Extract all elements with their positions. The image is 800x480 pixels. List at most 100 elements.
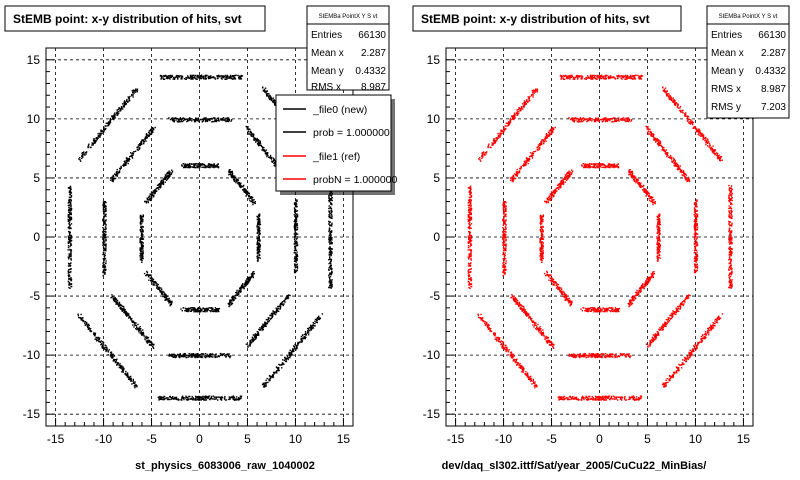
y-tick-label: 15 <box>27 53 41 67</box>
y-tick-label: 10 <box>427 112 441 126</box>
hit-ladder-layer1-side6 <box>143 270 173 307</box>
right-stats-value-rmsy: 7.203 <box>761 102 786 113</box>
hit-ladder-layer2-side1 <box>293 199 299 274</box>
right-stats-name: StEMBa PointX Y S vt <box>719 14 778 20</box>
hit-ladder-layer3-side3 <box>159 74 244 80</box>
hit-ladder-layer1-side7 <box>180 307 221 313</box>
x-tick-label: 10 <box>689 432 703 446</box>
hit-ladder-layer2-side6 <box>110 294 155 349</box>
hit-ladder-layer1-side5 <box>539 214 545 263</box>
hit-ladder-layer3-side1 <box>328 184 333 289</box>
right-stats-value-rmsx: 8.987 <box>761 84 786 95</box>
left-panel: StEMB point: x-y distribution of hits, s… <box>4 5 398 472</box>
y-tick-label: -15 <box>23 407 41 421</box>
hit-ladder-layer3-side5 <box>67 185 73 289</box>
hit-ladder-layer2-side6 <box>510 294 555 349</box>
hit-ladder-layer3-side5 <box>467 185 473 289</box>
left-stats-value-rmsx: 8.987 <box>361 82 386 93</box>
legend-label-new: _file0 (new) <box>312 104 367 116</box>
x-tick-label: -15 <box>47 432 65 446</box>
left-stats-box: StEMBa PointX Y S vt Entries 66130 Mean … <box>306 5 390 93</box>
right-data-points <box>467 74 733 401</box>
hit-ladder-layer3-side4 <box>478 88 539 162</box>
legend-box: _file0 (new) prob = 1.000000 _file1 (ref… <box>275 94 398 195</box>
hit-ladder-layer3-side7 <box>157 395 243 401</box>
right-stats-value-meanx: 2.287 <box>761 48 786 59</box>
legend-label-ref: _file1 (ref) <box>312 151 360 163</box>
hit-ladder-layer2-side1 <box>693 199 699 274</box>
hit-ladder-layer2-side2 <box>645 125 691 183</box>
hit-ladder-layer2-side7 <box>568 352 632 359</box>
hit-ladder-layer3-side6 <box>477 313 538 389</box>
right-axis-ticks: -15 -10 -5 0 5 10 15 -15 -10 -5 0 5 10 15 <box>423 47 754 446</box>
x-tick-label: -10 <box>95 432 113 446</box>
right-stats-label-rmsy: RMS y <box>711 102 741 113</box>
right-stats-label-meanx: Mean x <box>711 48 744 59</box>
y-tick-label: 0 <box>433 230 440 244</box>
x-tick-label: 0 <box>196 432 203 446</box>
hit-ladder-layer3-side4 <box>78 88 139 162</box>
x-tick-label: 0 <box>596 432 603 446</box>
left-stats-name: StEMBa PointX Y S vt <box>319 14 378 20</box>
left-stats-label-meanx: Mean x <box>311 48 344 59</box>
x-tick-label: -10 <box>495 432 513 446</box>
x-tick-label: -15 <box>447 432 465 446</box>
x-tick-label: 15 <box>737 432 751 446</box>
hit-ladder-layer1-side1 <box>656 213 662 262</box>
y-tick-label: -10 <box>23 348 41 362</box>
hit-ladder-layer1-side8 <box>627 271 656 308</box>
y-tick-label: 0 <box>33 230 40 244</box>
hit-ladder-layer3-side6 <box>77 313 138 389</box>
right-chart-title: StEMB point: x-y distribution of hits, s… <box>421 12 650 26</box>
left-axis-ticks: -15 -10 -5 0 5 10 15 -15 -10 -5 0 5 10 15 <box>23 47 354 446</box>
x-tick-label: 15 <box>337 432 351 446</box>
hit-ladder-layer1-side3 <box>581 163 620 169</box>
left-chart-title: StEMB point: x-y distribution of hits, s… <box>13 12 242 26</box>
left-stats-value-meanx: 2.287 <box>361 48 386 59</box>
hit-ladder-layer2-side5 <box>502 200 507 277</box>
hit-ladder-layer1-side4 <box>544 169 574 204</box>
hit-ladder-layer3-side8 <box>261 313 324 388</box>
hit-ladder-layer2-side5 <box>102 200 107 277</box>
left-stats-value-meany: 0.4332 <box>355 66 386 77</box>
x-tick-label: -5 <box>146 432 157 446</box>
hit-ladder-layer1-side6 <box>543 270 573 307</box>
y-tick-label: -5 <box>29 289 40 303</box>
right-stats-value-meany: 0.4332 <box>755 66 786 77</box>
hit-ladder-layer1-side8 <box>227 271 256 308</box>
y-tick-label: 10 <box>27 112 41 126</box>
hit-ladder-layer1-side1 <box>256 213 262 262</box>
right-panel: StEMB point: x-y distribution of hits, s… <box>412 5 790 472</box>
x-tick-label: 10 <box>289 432 303 446</box>
hit-ladder-layer2-side3 <box>568 117 633 123</box>
left-stats-value-entries: 66130 <box>358 30 386 41</box>
left-stats-label-entries: Entries <box>311 30 342 41</box>
hit-ladder-layer1-side4 <box>144 169 174 204</box>
hit-ladder-layer3-side2 <box>662 86 723 162</box>
hit-ladder-layer2-side8 <box>645 294 691 348</box>
left-footer-label: st_physics_6083006_raw_1040002 <box>135 460 315 472</box>
hit-ladder-layer3-side8 <box>661 313 724 388</box>
left-title-box <box>4 5 266 32</box>
hit-ladder-layer1-side7 <box>580 307 621 313</box>
hit-ladder-layer2-side4 <box>509 126 556 183</box>
y-tick-label: -10 <box>423 348 441 362</box>
right-title-box <box>412 5 682 32</box>
hit-ladder-layer3-side3 <box>559 74 644 80</box>
right-stats-box: StEMBa PointX Y S vt Entries 66130 Mean … <box>706 5 790 119</box>
hit-ladder-layer2-side7 <box>168 352 232 359</box>
hit-ladder-layer3-side1 <box>728 184 733 289</box>
y-tick-label: 5 <box>33 171 40 185</box>
left-stats-label-rmsx: RMS x <box>311 82 341 93</box>
x-tick-label: -5 <box>546 432 557 446</box>
x-tick-label: 5 <box>644 432 651 446</box>
hit-ladder-layer2-side3 <box>168 117 233 123</box>
x-tick-label: 5 <box>244 432 251 446</box>
y-tick-label: -15 <box>423 407 441 421</box>
right-stats-label-entries: Entries <box>711 30 742 41</box>
legend-label-prob: prob = 1.000000 <box>313 127 390 139</box>
y-tick-label: 5 <box>433 171 440 185</box>
y-tick-label: 15 <box>427 53 441 67</box>
right-stats-label-rmsx: RMS x <box>711 84 741 95</box>
